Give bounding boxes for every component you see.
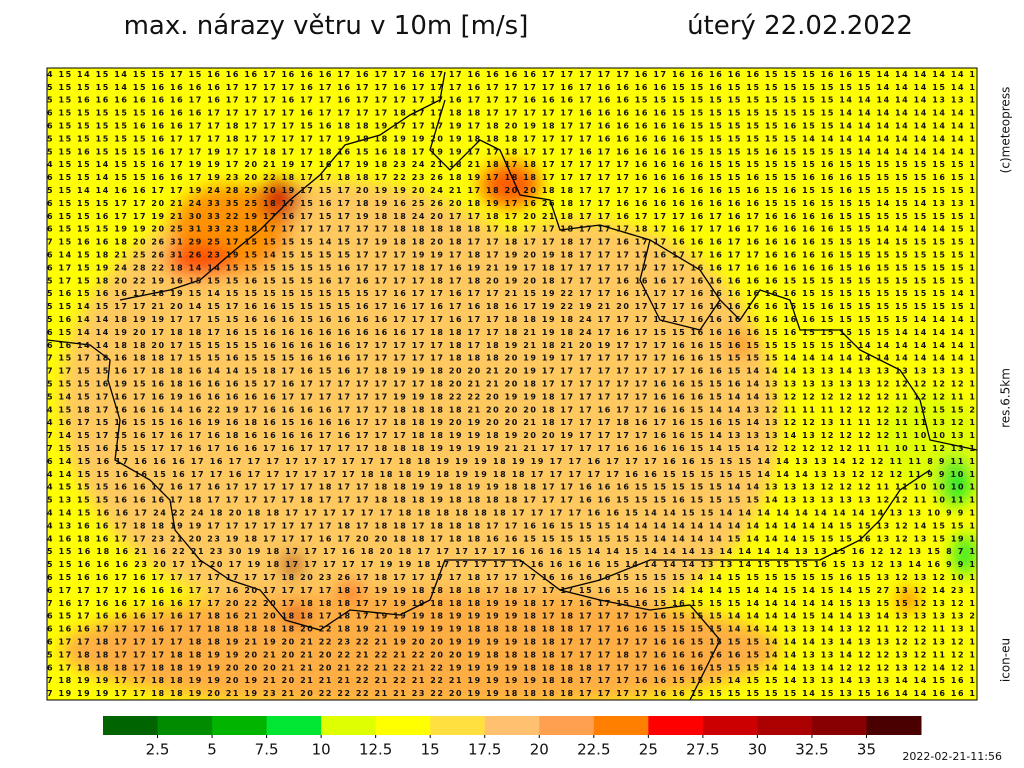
colorbar-swatch [103, 716, 159, 735]
value-row: 6 15 17 16 16 16 17 16 17 18 16 21 20 18… [47, 612, 975, 621]
colorbar-swatch [321, 716, 377, 735]
colorbar-swatch [539, 716, 595, 735]
value-row: 4 16 17 15 16 15 15 16 16 19 16 18 16 15… [47, 418, 975, 427]
value-row: 7 16 17 16 16 17 16 16 17 17 20 22 20 17… [47, 599, 975, 608]
value-row: 4 15 14 15 14 15 15 17 15 16 16 16 17 16… [47, 70, 975, 79]
map-shading: 4 15 14 15 14 15 15 17 15 16 16 16 17 16… [47, 68, 977, 700]
value-row: 6 15 15 16 17 17 19 21 30 33 22 19 17 16… [47, 212, 975, 221]
colorbar-label: 35 [857, 741, 876, 759]
value-row: 6 15 15 14 15 15 16 16 17 19 23 20 22 18… [47, 173, 975, 182]
value-row: 7 19 19 19 17 17 18 18 19 20 21 19 23 21… [47, 689, 975, 698]
colorbar-swatch [702, 716, 758, 735]
colorbar-swatch [157, 716, 213, 735]
value-row: 5 16 14 14 18 19 19 17 17 15 15 16 16 16… [47, 315, 975, 324]
value-row: 7 15 16 16 18 20 26 31 29 25 17 15 15 15… [47, 238, 975, 247]
value-row: 6 17 18 18 18 17 18 18 19 19 20 20 20 21… [47, 663, 975, 672]
value-row: 6 15 15 15 17 17 20 21 24 33 35 25 18 17… [47, 199, 975, 208]
colorbar-label: 22.5 [577, 741, 610, 759]
value-row: 4 16 18 16 17 17 23 21 20 23 19 18 17 17… [47, 534, 975, 543]
value-grid: 4 15 14 15 14 15 15 17 15 16 16 16 17 16… [47, 70, 975, 698]
colorbar: 2.5 5 7.5 10 12.5 15 17.5 20 22.5 25 27.5 30 32.5 35 [103, 716, 922, 759]
resolution: res.6.5km [999, 368, 1013, 428]
map-frame [46, 67, 978, 701]
colorbar-label: 25 [639, 741, 658, 759]
value-row: 5 15 16 15 15 15 16 17 17 19 17 17 18 17… [47, 147, 975, 156]
value-row: 6 17 15 19 24 28 22 18 14 14 15 15 15 15… [47, 263, 975, 272]
value-row: 5 15 15 16 19 15 16 18 16 16 16 15 17 16… [47, 380, 975, 389]
colorbar-swatch [648, 716, 704, 735]
value-row: 5 13 15 15 16 16 16 17 18 17 17 17 17 17… [47, 496, 975, 505]
value-row: 4 15 18 17 16 16 16 14 16 22 19 17 16 16… [47, 405, 975, 414]
colorbar-swatch [593, 716, 649, 735]
value-row: 4 13 16 16 17 18 18 19 19 17 17 17 17 17… [47, 521, 975, 530]
value-row: 5 15 15 15 15 15 16 17 17 17 18 17 17 17… [47, 134, 975, 143]
colorbar-label: 15 [421, 741, 440, 759]
title: max. nárazy větru v 10m [m/s] [124, 11, 529, 41]
value-row: 4 14 15 15 16 16 15 16 17 17 16 17 17 17… [47, 470, 975, 479]
value-row: 6 16 16 17 17 17 16 17 17 18 18 18 18 18… [47, 625, 975, 634]
value-row: 7 15 15 16 15 15 17 17 16 17 16 16 17 16… [47, 444, 975, 453]
value-row: 5 15 14 14 16 16 17 17 19 24 28 29 20 19… [47, 186, 975, 195]
value-row: 6 14 15 18 21 25 26 31 26 23 19 15 14 15… [47, 251, 975, 260]
value-row: 7 18 19 19 17 17 18 18 19 19 20 19 21 20… [47, 676, 975, 685]
value-row: 6 15 15 15 15 16 16 16 17 17 18 17 17 17… [47, 122, 975, 131]
value-row: 6 14 15 16 17 16 16 16 17 16 17 17 17 17… [47, 457, 975, 466]
colorbar-swatch [430, 716, 486, 735]
value-row: 6 15 15 15 19 19 20 25 31 33 23 18 17 17… [47, 225, 975, 234]
value-row: 7 17 15 15 16 17 18 18 16 14 14 15 18 17… [47, 367, 975, 376]
value-row: 6 17 17 17 17 16 16 16 17 17 16 20 17 17… [47, 586, 975, 595]
value-row: 6 16 14 14 18 18 20 17 15 15 15 15 16 16… [47, 341, 975, 350]
colorbar-swatch [212, 716, 268, 735]
value-row: 5 17 18 18 17 17 17 18 18 19 19 20 21 20… [47, 650, 975, 659]
colorbar-label: 30 [748, 741, 767, 759]
value-row: 7 15 17 18 16 18 18 17 15 15 16 15 15 15… [47, 354, 975, 363]
colorbar-label: 10 [312, 741, 331, 759]
value-row: 5 15 16 16 16 16 16 16 17 16 17 17 17 16… [47, 96, 975, 105]
value-row: 5 14 15 17 16 17 16 19 16 16 16 16 16 17… [47, 392, 975, 401]
colorbar-swatch [266, 716, 322, 735]
colorbar-label: 7.5 [255, 741, 279, 759]
value-row: 6 15 14 14 19 20 17 18 18 17 16 15 16 16… [47, 328, 975, 337]
value-row: 4 15 15 15 16 16 17 16 17 16 17 17 17 17… [47, 483, 975, 492]
colorbar-label: 32.5 [795, 741, 828, 759]
value-row: 6 15 15 15 15 15 16 16 16 17 17 17 17 17… [47, 109, 975, 118]
value-row: 5 15 16 16 16 23 20 17 17 20 17 19 18 17… [47, 560, 975, 569]
colorbar-swatch [375, 716, 431, 735]
timestamp: 2022-02-21-11:56 [902, 750, 1002, 763]
colorbar-swatch [757, 716, 813, 735]
value-row: 5 15 16 18 16 21 16 22 21 23 30 19 18 17… [47, 547, 975, 556]
value-row: 5 17 15 18 20 22 19 16 15 15 15 16 15 15… [47, 276, 975, 285]
borders [47, 71, 977, 700]
model: icon-eu [999, 638, 1013, 682]
value-row: 6 15 16 16 17 16 17 17 17 17 17 17 17 18… [47, 573, 975, 582]
value-row: 6 17 17 18 17 17 17 17 18 18 19 21 19 20… [47, 637, 975, 646]
colorbar-label: 20 [530, 741, 549, 759]
value-row: 5 15 14 15 17 17 21 20 14 15 17 16 16 15… [47, 302, 975, 311]
colorbar-label: 27.5 [686, 741, 719, 759]
date: úterý 22.02.2022 [687, 11, 913, 41]
value-row: 5 16 15 16 16 17 18 19 15 14 15 15 15 15… [47, 289, 975, 298]
colorbar-swatch [484, 716, 540, 735]
copyright: (c)meteopress [999, 87, 1013, 174]
colorbar-label: 17.5 [468, 741, 501, 759]
value-row: 5 15 15 15 14 15 16 16 16 16 17 17 17 17… [47, 83, 975, 92]
colorbar-label: 5 [207, 741, 217, 759]
colorbar-swatch [811, 716, 867, 735]
colorbar-label: 2.5 [146, 741, 170, 759]
colorbar-label: 12.5 [359, 741, 392, 759]
colorbar-swatch [866, 716, 922, 735]
value-row: 4 14 15 16 16 17 24 22 24 18 20 18 18 17… [47, 508, 975, 517]
value-row: 4 15 15 14 15 15 16 17 19 19 17 20 21 19… [47, 160, 975, 169]
value-row: 7 14 15 17 15 16 17 16 17 16 18 16 16 16… [47, 431, 975, 440]
